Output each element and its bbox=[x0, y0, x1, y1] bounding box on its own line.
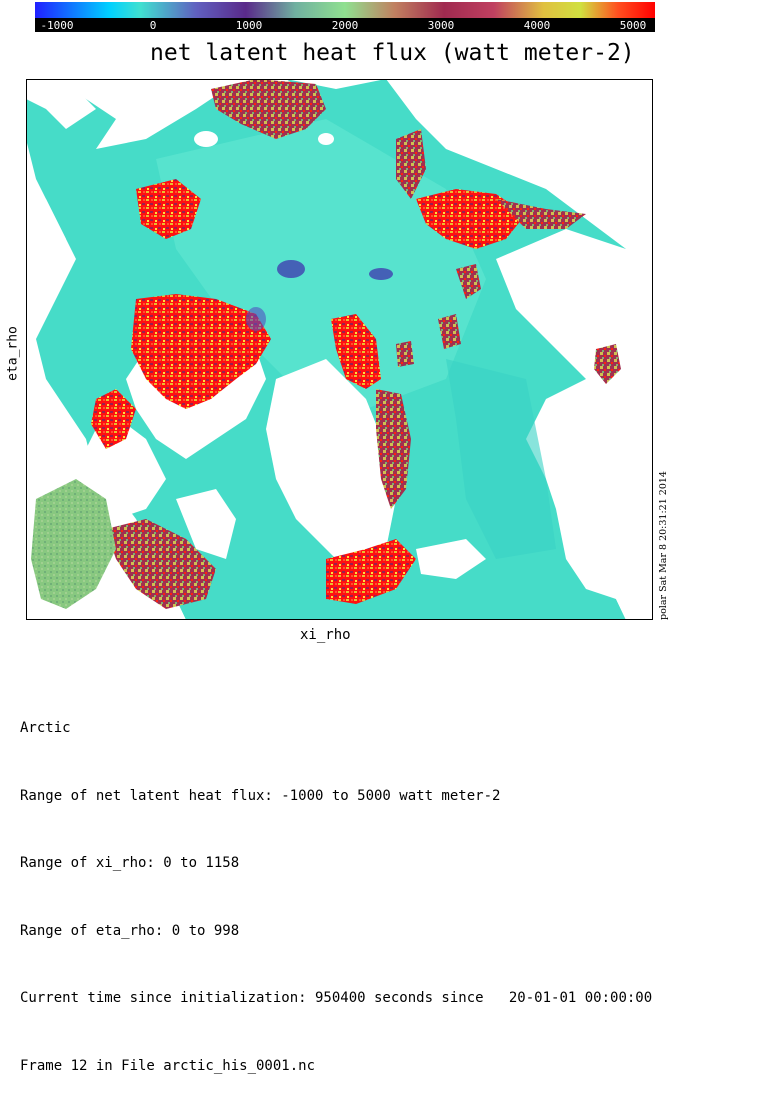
x-axis-label: xi_rho bbox=[300, 627, 351, 643]
timestamp-stamp: polar Sat Mar 8 20:31:21 2014 bbox=[658, 471, 669, 620]
colorbar-gradient bbox=[35, 2, 655, 18]
info-line-current-time: Current time since initialization: 95040… bbox=[20, 990, 653, 1006]
hot-region-center bbox=[331, 314, 381, 389]
hot-region-northwest-coast bbox=[136, 179, 201, 239]
hot-region-nw bbox=[131, 294, 271, 409]
colorbar-tick-label: 3000 bbox=[428, 19, 455, 32]
heatmap-plot bbox=[26, 79, 653, 620]
land-small-island bbox=[194, 131, 218, 147]
hot-region-south bbox=[326, 539, 416, 604]
timestamp-container: polar Sat Mar 8 20:31:21 2014 bbox=[658, 471, 670, 810]
land-scandinavia bbox=[496, 229, 653, 620]
cold-spot-3 bbox=[246, 307, 266, 331]
colorbar-tick-label: 5000 bbox=[620, 19, 647, 32]
green-region-sw bbox=[31, 479, 116, 609]
hot-region-top bbox=[211, 79, 326, 139]
hot-region-canada bbox=[91, 389, 136, 449]
info-line-frame: Frame 12 in File arctic_his_0001.nc bbox=[20, 1057, 316, 1074]
land-small-island-2 bbox=[318, 133, 334, 145]
colorbar-tick-label: -1000 bbox=[40, 19, 73, 32]
land-east-top bbox=[416, 79, 653, 199]
hot-region-sw bbox=[106, 519, 216, 609]
ocean-shade bbox=[156, 119, 486, 409]
info-line-eta-range: Range of eta_rho: 0 to 998 bbox=[20, 922, 240, 939]
plot-frame bbox=[26, 79, 653, 620]
land-iceland bbox=[416, 539, 486, 579]
colorbar-tick-label: 4000 bbox=[524, 19, 551, 32]
cold-spot-2 bbox=[369, 268, 393, 280]
info-line-region: Arctic bbox=[20, 720, 71, 736]
hot-region-siberia bbox=[416, 189, 526, 249]
land-nw-corner bbox=[26, 79, 96, 129]
colorbar-tick-label: 0 bbox=[150, 19, 157, 32]
colorbar-tick-label: 1000 bbox=[236, 19, 263, 32]
hot-region-barents bbox=[456, 264, 481, 299]
land-greenland bbox=[266, 359, 396, 579]
chart-title: net latent heat flux (watt meter-2) bbox=[150, 40, 635, 66]
land-hudson bbox=[176, 489, 236, 559]
hot-region-east-peninsula bbox=[396, 129, 426, 199]
hot-region-kara bbox=[438, 314, 461, 349]
hot-region-greenland-east bbox=[376, 389, 411, 509]
info-line-flux-range: Range of net latent heat flux: -1000 to … bbox=[20, 787, 501, 804]
colorbar: -1000 0 1000 2000 3000 4000 5000 bbox=[35, 2, 655, 32]
hot-region-siberia-tail bbox=[496, 199, 586, 229]
ocean-shade-2 bbox=[446, 359, 556, 559]
colorbar-tick-label: 2000 bbox=[332, 19, 359, 32]
land-west bbox=[26, 179, 66, 329]
colorbar-label-band bbox=[35, 18, 655, 32]
hot-region-scandinavia bbox=[594, 344, 621, 384]
info-line-xi-range: Range of xi_rho: 0 to 1158 bbox=[20, 855, 240, 871]
y-axis-label: eta_rho bbox=[5, 326, 21, 381]
info-block: Arctic Range of net latent heat flux: -1… bbox=[20, 672, 652, 1100]
cold-spot-1 bbox=[277, 260, 305, 278]
hot-region-small bbox=[396, 341, 414, 367]
